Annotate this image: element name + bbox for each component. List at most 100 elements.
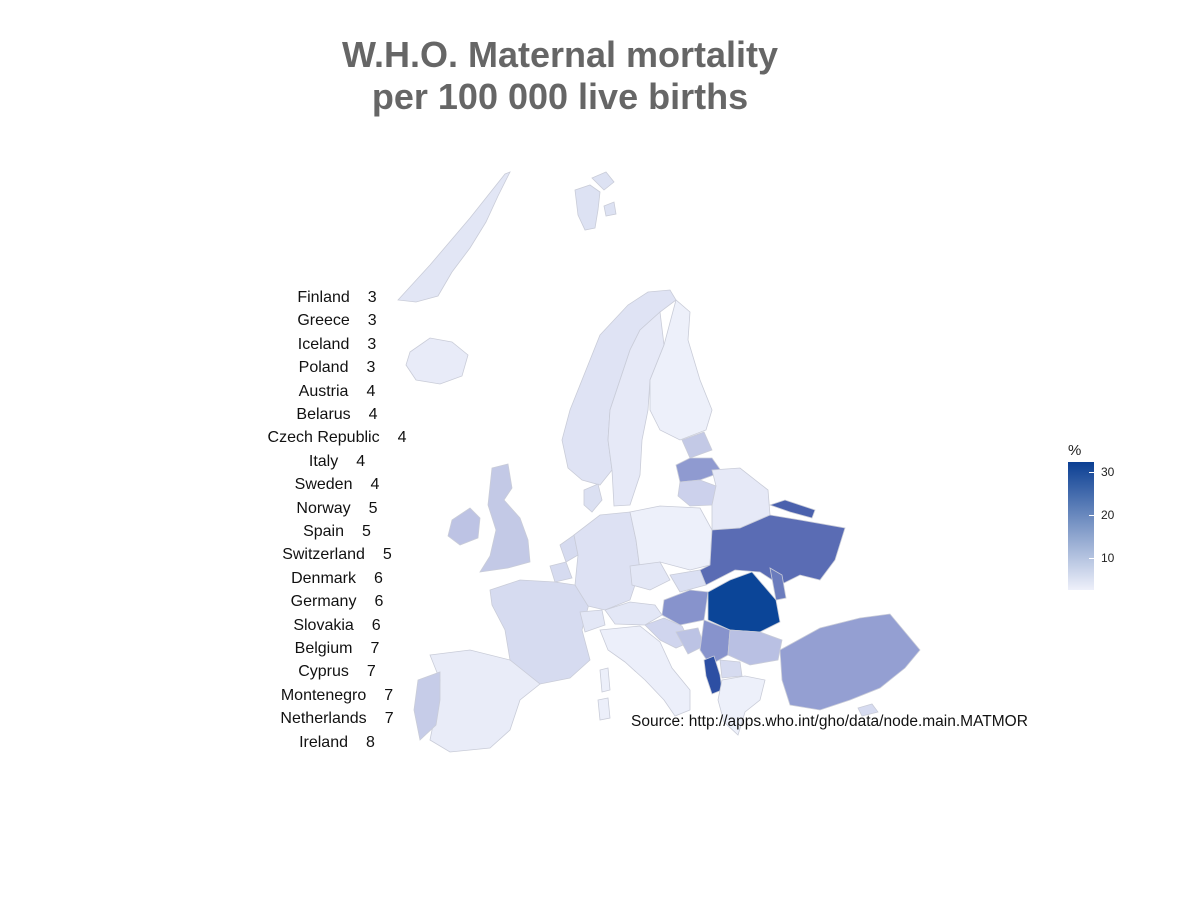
region-ukraine [699,514,846,586]
ranking-country: Denmark [291,569,356,587]
ranking-country: Germany [290,593,357,611]
ranking-row: Iceland 3 [0,336,1200,358]
region-czech-republic [629,561,671,591]
legend-tick-mark [1089,471,1094,473]
ranking-country: Slovakia [293,616,354,634]
ranking-value: 7 [370,640,380,657]
ranking-value: 4 [370,476,380,494]
ranking-country: Iceland [297,335,350,353]
ranking-value: 4 [356,452,366,470]
region-greenland-edge [397,171,511,303]
ranking-country: Czech Republic [267,429,380,447]
ranking-value: 4 [366,382,376,400]
ranking-row: Greece 3 [0,312,1200,334]
map-title-line-1: W.H.O. Maternal mortality [341,34,779,75]
ranking-country: Ireland [299,733,348,751]
region-estonia [681,431,713,459]
ranking-country: Finland [297,289,350,306]
ranking-value: 7 [366,663,376,681]
legend-tick-label: 30 [1101,464,1115,479]
region-germany [573,511,641,611]
region-russia-fragment [768,499,816,519]
ranking-country: Italy [308,452,339,470]
region-italy [599,625,691,717]
ranking-row: Cyprus 7 [0,663,1200,685]
region-united-kingdom [479,463,531,573]
region-greece [717,675,766,736]
ranking-value: 7 [384,686,394,704]
ranking-country: Norway [296,499,351,517]
region-moldova [769,567,787,601]
ranking-value: 4 [397,429,407,447]
ranking-value: 5 [362,523,371,540]
ranking-country: Montenegro [280,686,367,704]
ranking-row: Denmark 6 [0,570,1200,592]
region-serbia [699,619,731,666]
ranking-country: Spain [303,523,344,540]
ranking-row: Norway 5 [0,500,1200,522]
ranking-row: Slovakia 6 [0,617,1200,639]
legend-tick-label: 10 [1101,551,1115,565]
ranking-value: 6 [374,593,384,611]
ranking-value: 3 [367,289,377,306]
ranking-row: Switzerland 5 [0,546,1200,568]
ranking-country: Netherlands [280,710,367,728]
ranking-value: 3 [367,312,377,330]
legend-title: % [1068,442,1082,459]
ranking-country: Austria [298,382,349,400]
ranking-row: Belgium 7 [0,640,1200,662]
ranking-row: Czech Republic 4 [0,429,1200,451]
region-turkey [779,613,921,711]
ranking-value: 6 [371,616,381,634]
region-poland [629,505,713,571]
region-romania [707,571,781,633]
ranking-row: Ireland 8 [0,734,1200,756]
legend-tick-label: 20 [1101,507,1115,522]
region-ireland [447,507,481,546]
legend-tick-mark [1089,514,1094,516]
ranking-row: Italy 4 [0,453,1200,475]
ranking-row: Spain 5 [0,523,1200,545]
region-belgium [549,561,573,583]
ranking-country: Sweden [294,476,353,494]
ranking-country: Belgium [294,640,353,657]
region-portugal [413,671,441,741]
region-corsica-sardinia [597,667,611,721]
region-austria [604,601,663,626]
ranking-row: Poland 3 [0,359,1200,381]
ranking-country: Switzerland [282,546,365,564]
ranking-row: Germany 6 [0,593,1200,615]
ranking-value: 3 [367,335,377,353]
ranking-country: Cyprus [298,663,349,681]
region-svalbard [574,184,601,231]
region-france [489,579,591,685]
ranking-value: 5 [368,499,378,517]
ranking-row: Sweden 4 [0,476,1200,498]
legend-color-scale [1068,462,1094,590]
region-svalbard-east [591,171,617,217]
ranking-country: Greece [297,312,350,330]
source-caption: Source: http://apps.who.int/gho/data/nod… [631,713,1028,730]
region-bulgaria [727,629,783,666]
region-iceland [405,337,469,385]
region-finland [649,299,713,441]
ranking-value: 7 [384,710,394,728]
ranking-row: Austria 4 [0,383,1200,405]
ranking-value: 6 [374,569,383,587]
ranking-row: Montenegro 7 [0,687,1200,709]
ranking-row: Belarus 4 [0,406,1200,428]
ranking-country: Poland [298,359,349,377]
region-macedonia [719,659,743,679]
ranking-row: Netherlands 7 [0,710,1200,732]
ranking-value: 5 [382,546,392,564]
ranking-value: 8 [366,733,375,751]
ranking-value: 4 [368,406,378,423]
legend-tick-mark [1089,558,1094,559]
region-denmark [583,483,603,513]
region-switzerland [579,609,606,633]
ranking-country: Belarus [296,406,351,423]
region-cyprus [857,703,879,717]
map-title-line-2: per 100 000 live births [371,76,749,117]
